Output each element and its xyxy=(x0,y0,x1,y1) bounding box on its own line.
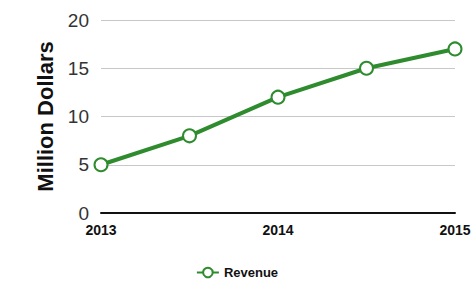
svg-text:Revenue: Revenue xyxy=(224,265,278,280)
svg-text:15: 15 xyxy=(68,58,89,79)
svg-text:2015: 2015 xyxy=(439,222,470,238)
svg-text:Million Dollars: Million Dollars xyxy=(33,41,58,191)
svg-text:5: 5 xyxy=(78,154,89,175)
svg-text:2014: 2014 xyxy=(262,222,293,238)
svg-text:20: 20 xyxy=(68,10,89,31)
svg-text:0: 0 xyxy=(78,203,89,224)
svg-text:10: 10 xyxy=(68,106,89,127)
svg-text:2013: 2013 xyxy=(85,222,116,238)
